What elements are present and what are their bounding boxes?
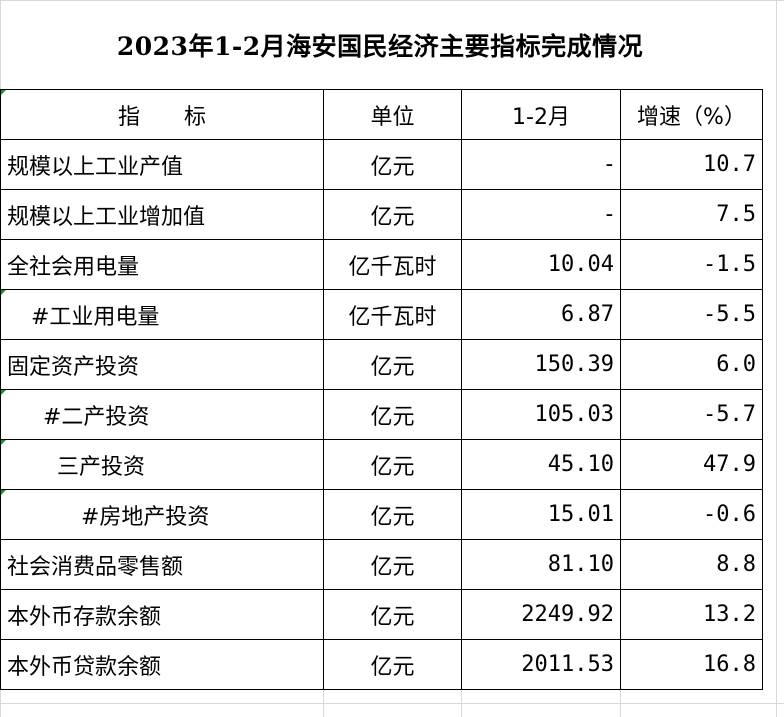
unit-cell[interactable]: 亿元	[323, 189, 462, 240]
indicator-name[interactable]: 规模以上工业增加值	[0, 189, 324, 240]
cell-flag-icon	[1, 390, 6, 395]
unit-cell[interactable]: 亿元	[323, 139, 462, 190]
growth-cell[interactable]: 13.2	[620, 589, 763, 640]
unit-cell[interactable]: 亿元	[323, 489, 462, 540]
unit-cell[interactable]: 亿元	[323, 389, 462, 440]
growth-cell[interactable]: 10.7	[620, 139, 763, 190]
value-cell[interactable]: 10.04	[461, 239, 621, 290]
table-row: 全社会用电量 亿千瓦时 10.04 -1.5	[0, 239, 763, 290]
value-cell[interactable]: -	[461, 139, 621, 190]
value-cell[interactable]: 2011.53	[461, 639, 621, 690]
sheet-gridline-bottom	[0, 703, 784, 704]
sheet-gridline-col4	[620, 690, 621, 717]
indicator-table: 指 标 单位 1-2月 增速（%） 规模以上工业产值 亿元 - 10.7 规模以…	[0, 89, 763, 690]
indicator-name[interactable]: 社会消费品零售额	[0, 539, 324, 590]
growth-cell[interactable]: -0.6	[620, 489, 763, 540]
table-row: #房地产投资 亿元 15.01 -0.6	[0, 489, 763, 540]
table-row: #工业用电量 亿千瓦时 6.87 -5.5	[0, 289, 763, 340]
value-cell[interactable]: -	[461, 189, 621, 240]
value-cell[interactable]: 105.03	[461, 389, 621, 440]
page-title: 2023年1-2月海安国民经济主要指标完成情况	[116, 32, 644, 61]
cell-flag-icon	[1, 490, 6, 495]
growth-cell[interactable]: 8.8	[620, 539, 763, 590]
sheet-gridline-top	[0, 0, 784, 1]
table-row: 社会消费品零售额 亿元 81.10 8.8	[0, 539, 763, 590]
value-cell[interactable]: 150.39	[461, 339, 621, 390]
sheet-gridline-col3	[461, 690, 462, 717]
sheet-gridline-col2	[323, 690, 324, 717]
indicator-name[interactable]: 三产投资	[0, 439, 324, 490]
header-row: 指 标 单位 1-2月 增速（%）	[0, 89, 763, 140]
indicator-name[interactable]: #工业用电量	[0, 289, 324, 340]
unit-cell[interactable]: 亿元	[323, 439, 462, 490]
indicator-name[interactable]: 本外币存款余额	[0, 589, 324, 640]
indicator-name[interactable]: #房地产投资	[0, 489, 324, 540]
indicator-name[interactable]: 全社会用电量	[0, 239, 324, 290]
growth-cell[interactable]: -1.5	[620, 239, 763, 290]
header-indicator[interactable]: 指 标	[0, 89, 324, 140]
header-period[interactable]: 1-2月	[461, 89, 621, 140]
unit-cell[interactable]: 亿千瓦时	[323, 289, 462, 340]
value-cell[interactable]: 6.87	[461, 289, 621, 340]
value-cell[interactable]: 2249.92	[461, 589, 621, 640]
indicator-name[interactable]: #二产投资	[0, 389, 324, 440]
cell-flag-icon	[1, 90, 6, 95]
cell-flag-icon	[1, 440, 6, 445]
table-row: 规模以上工业增加值 亿元 - 7.5	[0, 189, 763, 240]
growth-cell[interactable]: 47.9	[620, 439, 763, 490]
unit-cell[interactable]: 亿元	[323, 639, 462, 690]
growth-cell[interactable]: 6.0	[620, 339, 763, 390]
header-growth[interactable]: 增速（%）	[620, 89, 763, 140]
growth-cell[interactable]: 7.5	[620, 189, 763, 240]
header-unit[interactable]: 单位	[323, 89, 462, 140]
indicator-name[interactable]: 固定资产投资	[0, 339, 324, 390]
table-row: #二产投资 亿元 105.03 -5.7	[0, 389, 763, 440]
indicator-name[interactable]: 规模以上工业产值	[0, 139, 324, 190]
cell-flag-icon	[1, 290, 6, 295]
sheet-gridline-right	[776, 0, 777, 717]
unit-cell[interactable]: 亿元	[323, 539, 462, 590]
unit-cell[interactable]: 亿元	[323, 589, 462, 640]
growth-cell[interactable]: -5.7	[620, 389, 763, 440]
table-row: 三产投资 亿元 45.10 47.9	[0, 439, 763, 490]
indicator-name[interactable]: 本外币贷款余额	[0, 639, 324, 690]
value-cell[interactable]: 45.10	[461, 439, 621, 490]
table-row: 固定资产投资 亿元 150.39 6.0	[0, 339, 763, 390]
growth-cell[interactable]: 16.8	[620, 639, 763, 690]
unit-cell[interactable]: 亿千瓦时	[323, 239, 462, 290]
value-cell[interactable]: 81.10	[461, 539, 621, 590]
growth-cell[interactable]: -5.5	[620, 289, 763, 340]
value-cell[interactable]: 15.01	[461, 489, 621, 540]
unit-cell[interactable]: 亿元	[323, 339, 462, 390]
table-row: 本外币存款余额 亿元 2249.92 13.2	[0, 589, 763, 640]
table-row: 本外币贷款余额 亿元 2011.53 16.8	[0, 639, 763, 690]
table-row: 规模以上工业产值 亿元 - 10.7	[0, 139, 763, 190]
